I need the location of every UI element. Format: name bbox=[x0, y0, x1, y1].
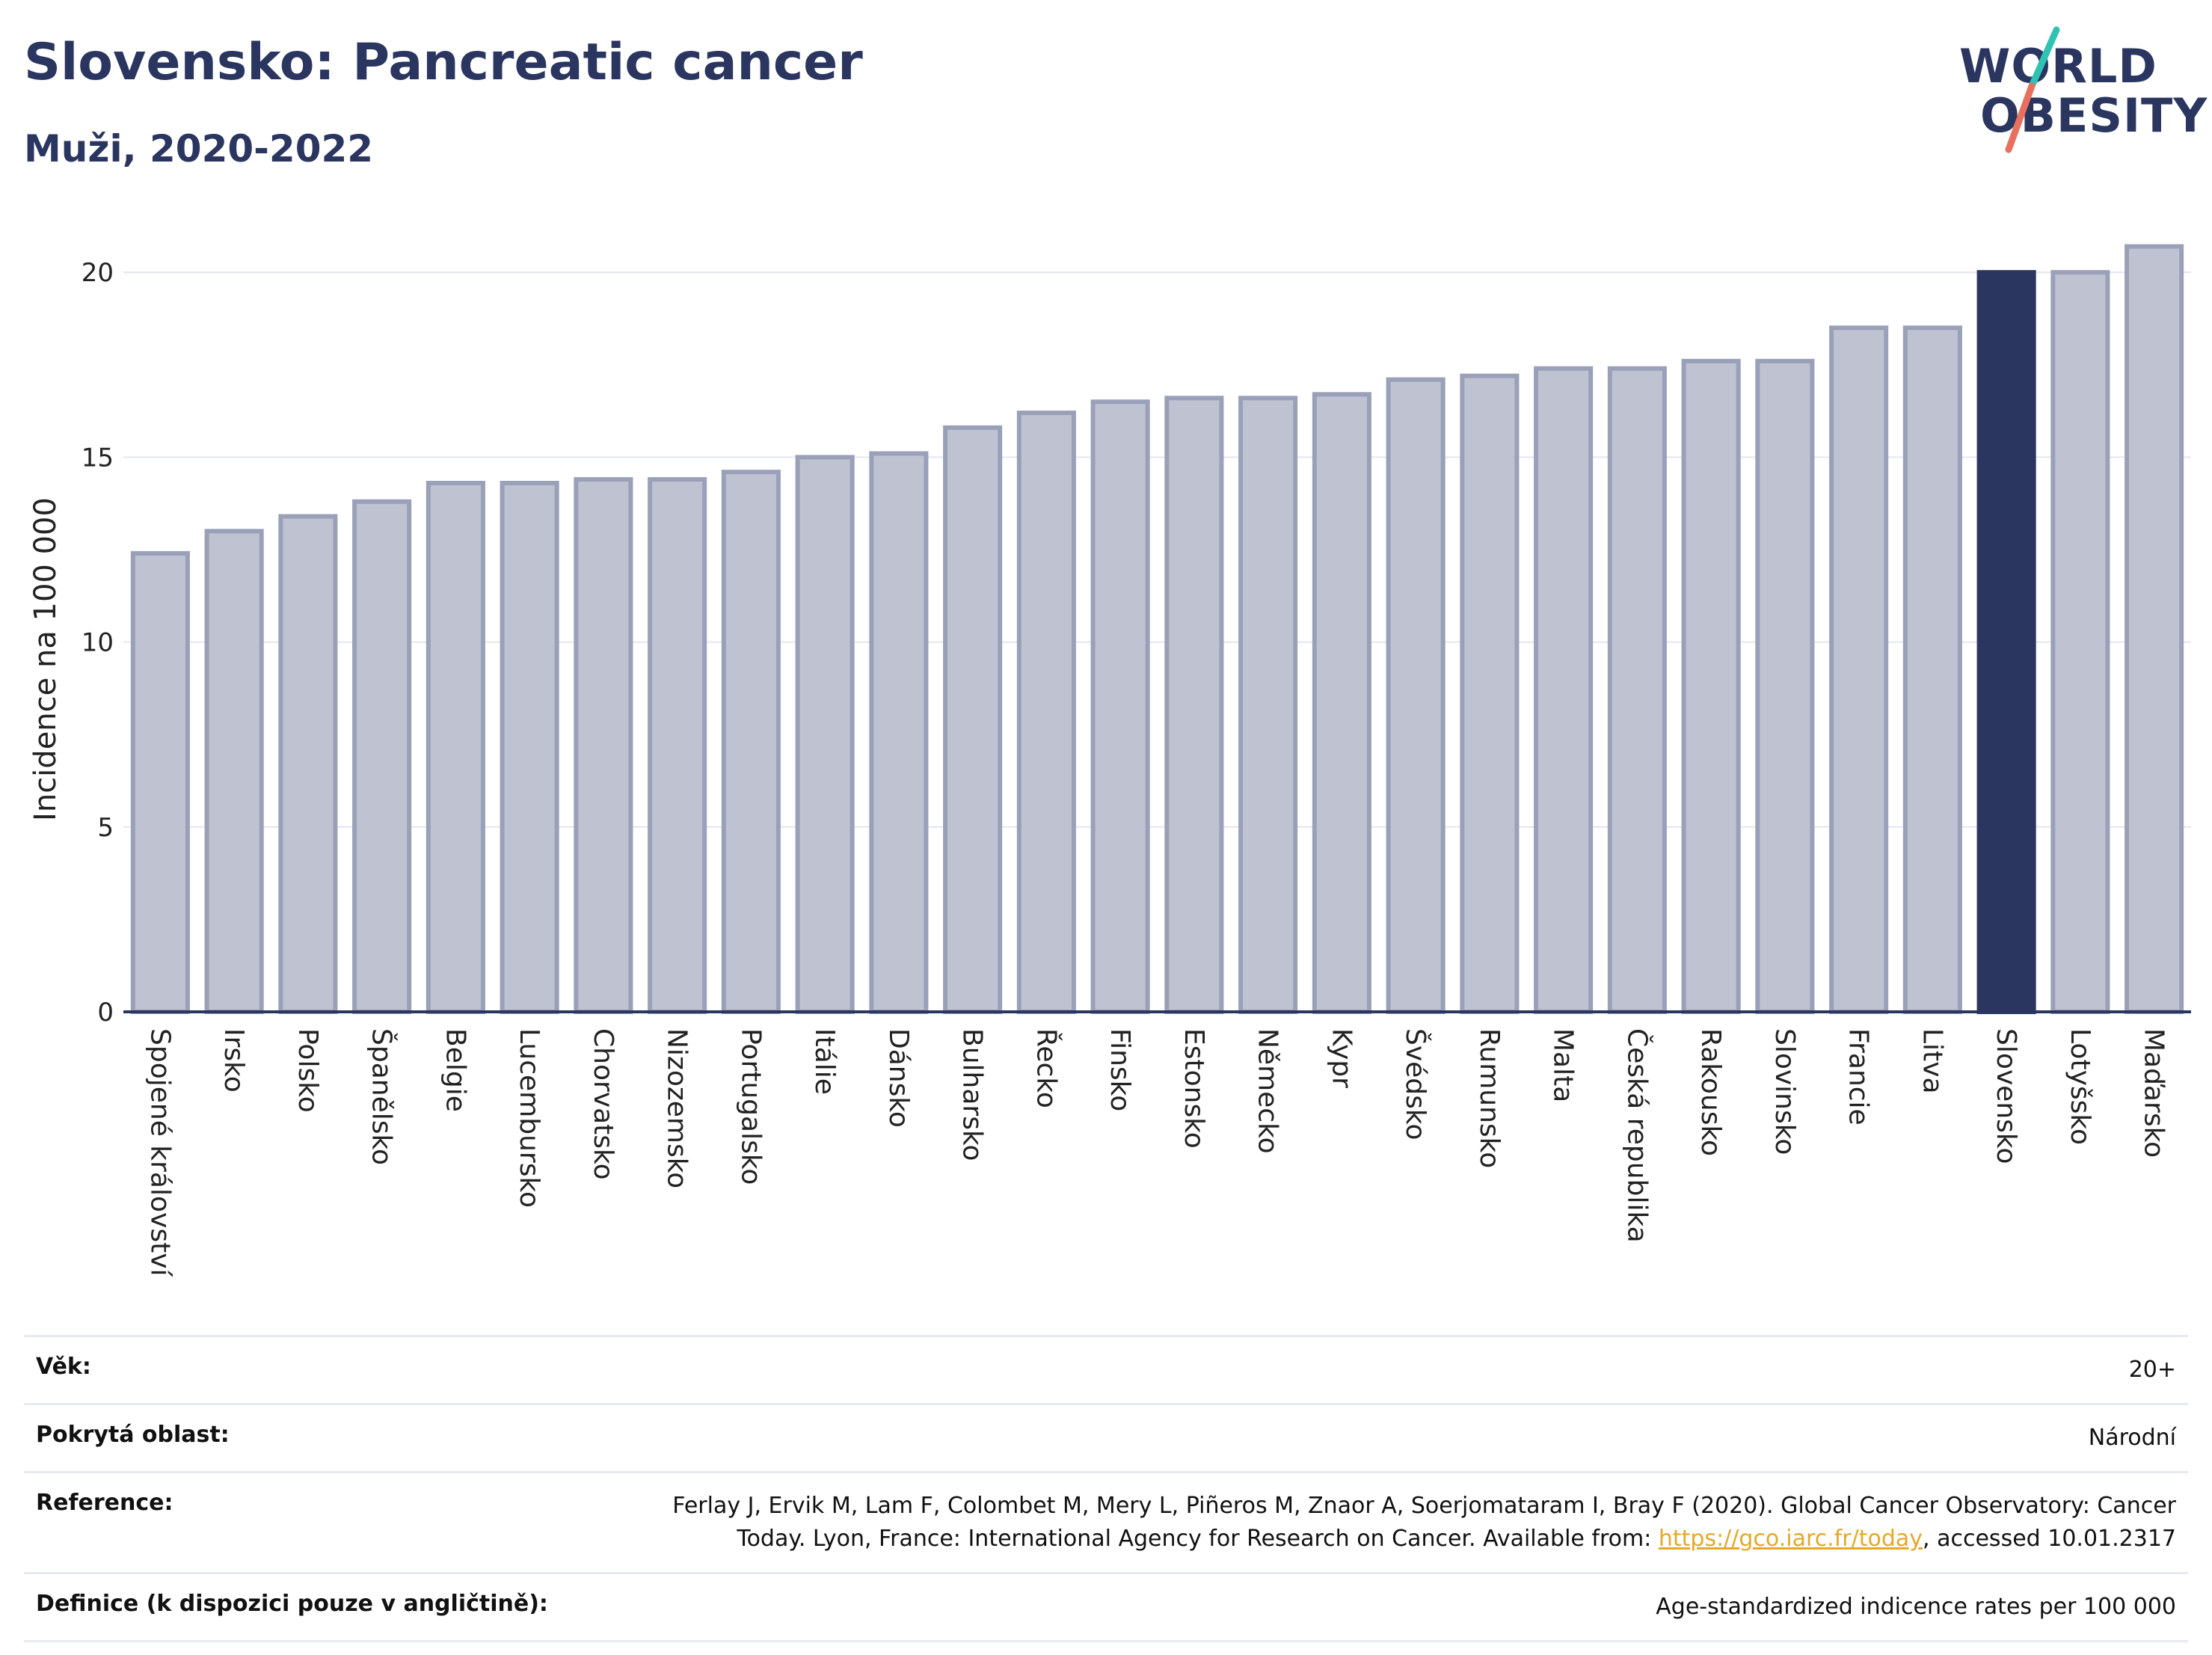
bar bbox=[1016, 411, 1076, 1014]
reference-link[interactable]: https://gco.iarc.fr/today bbox=[1658, 1526, 1923, 1552]
bar bbox=[1829, 325, 1889, 1015]
bar bbox=[1681, 358, 1741, 1015]
x-tick-label: Slovinsko bbox=[1769, 1028, 1800, 1155]
reference-line2-post: , accessed 10.01.2317 bbox=[1923, 1526, 2176, 1552]
x-tick-label: Lucembursko bbox=[514, 1028, 544, 1208]
bar bbox=[425, 480, 485, 1014]
x-tick-label: Nizozemsko bbox=[662, 1028, 692, 1188]
x-tick-label: Itálie bbox=[809, 1028, 840, 1095]
x-tick-label: Chorvatsko bbox=[588, 1028, 618, 1180]
bar bbox=[2050, 270, 2110, 1015]
y-tick-label: 20 bbox=[82, 258, 114, 288]
x-tick-label: Polsko bbox=[292, 1028, 323, 1113]
reference-line1: Ferlay J, Ervik M, Lam F, Colombet M, Me… bbox=[672, 1493, 2176, 1519]
bar bbox=[721, 470, 781, 1014]
bar bbox=[574, 477, 633, 1014]
meta-value: Age-standardized indicence rates per 100… bbox=[1656, 1594, 2176, 1620]
x-tick-label: Portugalsko bbox=[735, 1028, 766, 1185]
meta-row-reference: Reference: Ferlay J, Ervik M, Lam F, Col… bbox=[24, 1471, 2188, 1572]
y-tick-label: 10 bbox=[82, 628, 114, 658]
bar bbox=[869, 451, 929, 1014]
bar bbox=[1755, 358, 1815, 1015]
x-tick-label: Malta bbox=[1548, 1028, 1579, 1102]
bar bbox=[1460, 373, 1520, 1015]
logo-text-world: WORLD bbox=[1959, 39, 2157, 93]
x-tick-label: Litva bbox=[1917, 1028, 1947, 1094]
page-subtitle: Muži, 2020-2022 bbox=[24, 127, 374, 171]
x-tick-label: Irsko bbox=[218, 1028, 249, 1093]
x-tick-label: Francie bbox=[1843, 1028, 1874, 1126]
x-tick-label: Bulharsko bbox=[957, 1028, 988, 1161]
meta-row-age: Věk: 20+ bbox=[24, 1335, 2188, 1403]
x-tick-label: Německo bbox=[1253, 1028, 1283, 1154]
x-tick-label: Lotyšsko bbox=[2065, 1028, 2095, 1145]
x-tick-label: Spojené království bbox=[144, 1028, 175, 1277]
bar bbox=[1090, 399, 1150, 1014]
y-tick-label: 0 bbox=[97, 998, 114, 1028]
x-tick-label: Slovensko bbox=[1991, 1028, 2021, 1164]
bar bbox=[2125, 244, 2184, 1015]
y-tick-label: 5 bbox=[97, 813, 114, 843]
meta-key: Definice (k dispozici pouze v angličtině… bbox=[36, 1591, 548, 1617]
bar bbox=[500, 480, 559, 1014]
x-tick-label: Estonsko bbox=[1179, 1028, 1209, 1149]
meta-row-area: Pokrytá oblast: Národní bbox=[24, 1403, 2188, 1471]
bar bbox=[1976, 270, 2036, 1015]
bar bbox=[943, 425, 1003, 1014]
x-tick-label: Rakousko bbox=[1695, 1028, 1726, 1156]
x-tick-label: Rumunsko bbox=[1474, 1028, 1505, 1168]
x-tick-label: Řecko bbox=[1030, 1028, 1062, 1108]
x-tick-label: Finsko bbox=[1105, 1028, 1135, 1111]
page-title: Slovensko: Pancreatic cancer bbox=[24, 33, 863, 92]
x-tick-label: Dánsko bbox=[883, 1028, 914, 1128]
meta-value: 20+ bbox=[2128, 1357, 2176, 1383]
meta-key: Reference: bbox=[36, 1490, 173, 1516]
x-tick-label: Švédsko bbox=[1400, 1028, 1431, 1140]
meta-key: Pokrytá oblast: bbox=[36, 1422, 230, 1448]
bar bbox=[1902, 325, 1962, 1015]
y-tick-label: 15 bbox=[82, 443, 114, 473]
x-tick-label: Česká republika bbox=[1621, 1028, 1653, 1243]
reference-line2-pre: Today. Lyon, France: International Agenc… bbox=[737, 1526, 1659, 1552]
bar-chart: 0 5 10 15 20 Incidence na 100 000 Spojené král… bbox=[28, 244, 2191, 1277]
bar bbox=[130, 550, 190, 1014]
meta-key: Věk: bbox=[36, 1354, 91, 1380]
meta-value: Národní bbox=[2088, 1425, 2176, 1451]
bar bbox=[1238, 396, 1298, 1014]
bar bbox=[1607, 366, 1667, 1015]
world-obesity-logo: WORLD OBESITY bbox=[1944, 22, 2207, 157]
bar bbox=[795, 455, 855, 1015]
x-tick-label: Kypr bbox=[1326, 1028, 1357, 1088]
bar bbox=[1312, 392, 1371, 1014]
bar bbox=[278, 514, 338, 1014]
logo-slash-icon bbox=[2005, 26, 2060, 153]
y-axis-label: Incidence na 100 000 bbox=[28, 497, 63, 821]
x-tick-label: Belgie bbox=[440, 1028, 470, 1112]
bar bbox=[352, 499, 412, 1014]
bar bbox=[1386, 377, 1446, 1014]
bar bbox=[204, 529, 264, 1015]
bar bbox=[1534, 366, 1594, 1015]
meta-value: Ferlay J, Ervik M, Lam F, Colombet M, Me… bbox=[672, 1490, 2176, 1556]
bar bbox=[648, 477, 707, 1014]
metadata-table: Věk: 20+ Pokrytá oblast: Národní Referen… bbox=[24, 1335, 2188, 1642]
x-tick-label: Španělsko bbox=[366, 1028, 398, 1165]
meta-row-definition: Definice (k dispozici pouze v angličtině… bbox=[24, 1572, 2188, 1642]
bar bbox=[1164, 396, 1224, 1014]
x-tick-label: Maďarsko bbox=[2139, 1028, 2169, 1158]
